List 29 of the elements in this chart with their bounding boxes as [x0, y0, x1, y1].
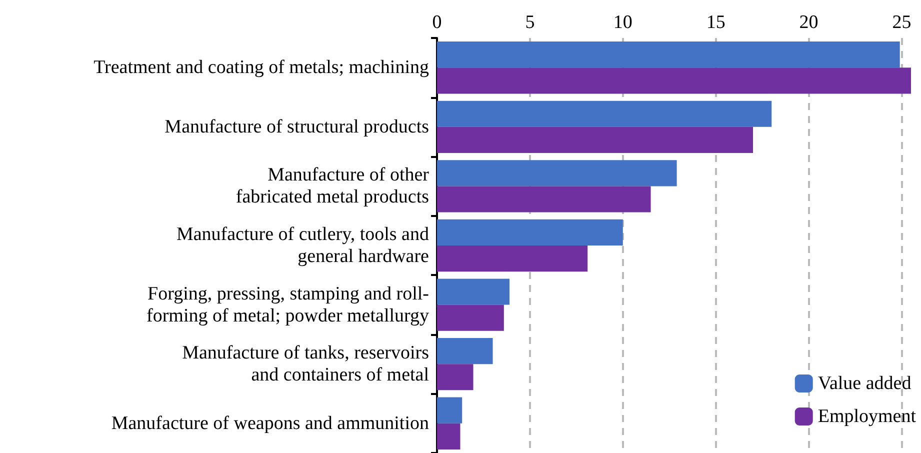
- y-tick-label: Manufacture of structural products: [164, 116, 429, 138]
- bar: [437, 397, 462, 424]
- x-tick-label: 25: [892, 12, 912, 33]
- y-tick-label: Treatment and coating of metals; machining: [94, 57, 430, 78]
- bar: [437, 304, 504, 331]
- bar: [437, 186, 651, 212]
- bar: [437, 68, 911, 94]
- x-tick-label: 0: [432, 12, 442, 33]
- y-tick-label: Manufacture of cutlery, tools and general hardware: [176, 224, 430, 267]
- y-tick-label: Manufacture of weapons and ammunition: [111, 412, 430, 434]
- x-tick-label: 5: [525, 12, 535, 33]
- x-tick-label: 10: [613, 12, 632, 33]
- bar: [437, 42, 900, 68]
- y-tick-label: Manufacture of other fabricated metal products: [236, 164, 430, 208]
- bar: [437, 160, 677, 186]
- bar: [437, 364, 474, 390]
- legend-label: Employment: [818, 406, 917, 427]
- x-tick-label: 15: [706, 12, 726, 33]
- y-tick-label: Forging, pressing, stamping and roll- forming of metal; powder metallurgy: [146, 283, 430, 326]
- bar: [437, 338, 493, 364]
- bar: [437, 219, 623, 246]
- bar: [437, 278, 510, 305]
- bar: [437, 246, 588, 272]
- y-tick-label: Manufacture of tanks, reservoirs and containers of metal: [182, 342, 429, 386]
- x-tick-label: 20: [799, 12, 818, 33]
- bar: [437, 126, 753, 154]
- bar: [437, 100, 772, 127]
- legend-label: Value added: [818, 373, 912, 394]
- bar: [437, 423, 460, 450]
